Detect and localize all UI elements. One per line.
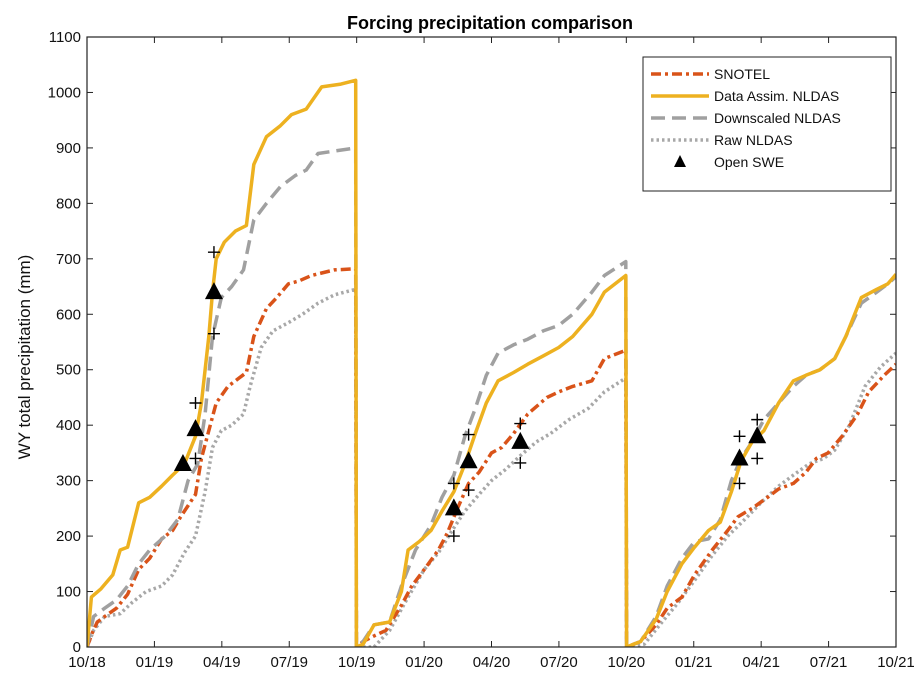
y-tick-label: 800 bbox=[56, 195, 81, 212]
open-swe-marker bbox=[186, 419, 205, 437]
y-tick-label: 600 bbox=[56, 306, 81, 323]
legend-swatch bbox=[674, 155, 686, 167]
x-tick-label: 07/19 bbox=[270, 654, 308, 671]
open-swe-range-marker bbox=[189, 452, 202, 465]
open-swe-marker bbox=[173, 454, 192, 471]
open-swe-marker bbox=[204, 282, 223, 300]
y-tick-label: 700 bbox=[56, 251, 81, 268]
open-swe-marker bbox=[748, 426, 767, 444]
x-tick-label: 04/20 bbox=[473, 654, 511, 671]
legend-label: Open SWE bbox=[714, 154, 784, 170]
open-swe-range-marker bbox=[462, 428, 475, 441]
x-tick-label: 07/20 bbox=[540, 654, 578, 671]
y-tick-label: 400 bbox=[56, 417, 81, 434]
y-tick-label: 200 bbox=[56, 528, 81, 545]
x-tick-label: 04/21 bbox=[742, 654, 780, 671]
open-swe-range-marker bbox=[733, 430, 746, 443]
open-swe-range-marker bbox=[514, 456, 527, 469]
open-swe-range-marker bbox=[751, 413, 764, 426]
open-swe-range-marker bbox=[462, 484, 475, 497]
open-swe-range-marker bbox=[751, 452, 764, 465]
open-swe-range-marker bbox=[447, 477, 460, 490]
legend: SNOTEL Data Assim. NLDAS Downscaled NLDAS R… bbox=[642, 56, 892, 192]
y-tick-label: 300 bbox=[56, 473, 81, 490]
plot-area: 0 100 200 300 400 500 600 700 800 900 1000 1100 10/1… bbox=[48, 29, 915, 671]
x-tick-label: 10/19 bbox=[338, 654, 376, 671]
x-tick-label: 01/21 bbox=[675, 654, 713, 671]
x-tick-label: 01/19 bbox=[136, 654, 174, 671]
chart-title: Forcing precipitation comparison bbox=[347, 13, 633, 33]
x-tick-label: 01/20 bbox=[405, 654, 443, 671]
y-axis-label: WY total precipitation (mm) bbox=[15, 255, 34, 460]
x-tick-label: 10/21 bbox=[877, 654, 915, 671]
legend-label: Raw NLDAS bbox=[714, 132, 793, 148]
open-swe-marker bbox=[730, 448, 749, 466]
x-tick-label: 07/21 bbox=[810, 654, 848, 671]
axes-frame bbox=[86, 36, 897, 648]
open-swe-range-marker bbox=[189, 397, 202, 409]
open-swe-range-marker bbox=[514, 417, 527, 430]
y-tick-label: 100 bbox=[56, 584, 81, 601]
x-tick-label: 10/20 bbox=[608, 654, 646, 671]
x-tick-label: 10/18 bbox=[68, 654, 106, 671]
open-swe-range-marker bbox=[207, 246, 220, 259]
y-tick-label: 900 bbox=[56, 140, 81, 157]
legend-box bbox=[642, 56, 892, 192]
open-swe-marker bbox=[459, 451, 478, 469]
legend-label: Downscaled NLDAS bbox=[714, 110, 841, 126]
y-tick-label: 0 bbox=[73, 639, 81, 656]
open-swe-range-marker bbox=[207, 327, 220, 340]
x-tick-label: 04/19 bbox=[203, 654, 241, 671]
open-swe-marker bbox=[511, 431, 530, 449]
series-line-snotel bbox=[87, 267, 896, 647]
series-lines bbox=[87, 78, 896, 647]
open-swe-range-marker bbox=[447, 530, 460, 543]
y-tick-label: 1100 bbox=[49, 29, 81, 46]
series-line-downscaled-nldas bbox=[87, 146, 896, 647]
series-line-raw-nldas bbox=[87, 287, 896, 647]
y-tick-label: 1000 bbox=[48, 84, 81, 101]
y-tick-label: 500 bbox=[56, 362, 81, 379]
legend-label: SNOTEL bbox=[714, 66, 770, 82]
open-swe-range-marker bbox=[733, 477, 746, 490]
series-line-data-assim-nldas bbox=[87, 78, 896, 647]
legend-label: Data Assim. NLDAS bbox=[714, 88, 839, 104]
open-swe-marker bbox=[444, 498, 463, 516]
